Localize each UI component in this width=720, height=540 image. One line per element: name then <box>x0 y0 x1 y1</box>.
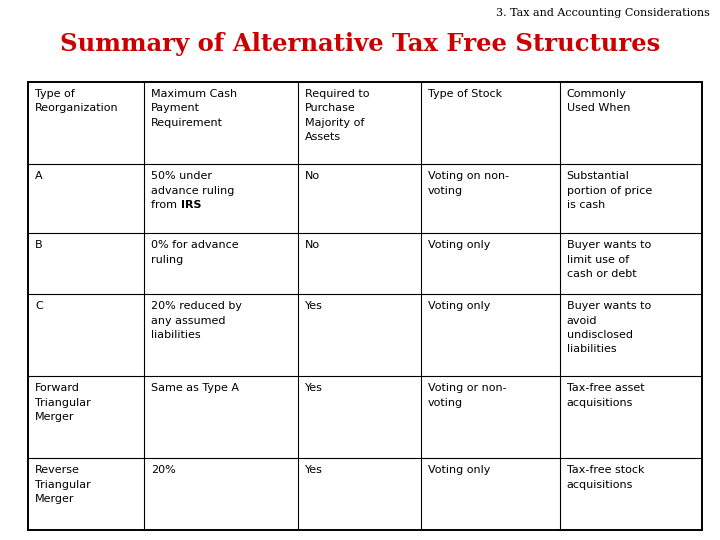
Text: acquisitions: acquisitions <box>567 480 633 490</box>
Text: Voting only: Voting only <box>428 240 490 250</box>
Text: Substantial: Substantial <box>567 171 629 181</box>
Text: Used When: Used When <box>567 104 630 113</box>
Text: C: C <box>35 301 42 311</box>
Text: Commonly: Commonly <box>567 89 626 99</box>
Text: Yes: Yes <box>305 301 323 311</box>
Text: ruling: ruling <box>151 254 184 265</box>
Text: Requirement: Requirement <box>151 118 223 128</box>
Text: 0% for advance: 0% for advance <box>151 240 239 250</box>
Text: Tax-free asset: Tax-free asset <box>567 383 644 393</box>
Text: voting: voting <box>428 186 463 195</box>
Text: limit use of: limit use of <box>567 254 629 265</box>
Text: Tax-free stock: Tax-free stock <box>567 465 644 475</box>
Text: any assumed: any assumed <box>151 315 225 326</box>
Text: IRS: IRS <box>181 200 201 210</box>
Text: Buyer wants to: Buyer wants to <box>567 240 651 250</box>
Text: Merger: Merger <box>35 412 74 422</box>
Text: undisclosed: undisclosed <box>567 330 633 340</box>
Text: Triangular: Triangular <box>35 480 91 490</box>
Text: liabilities: liabilities <box>151 330 201 340</box>
Text: avoid: avoid <box>567 315 597 326</box>
Text: portion of price: portion of price <box>567 186 652 195</box>
Text: B: B <box>35 240 42 250</box>
Text: Reorganization: Reorganization <box>35 104 119 113</box>
Text: 3. Tax and Accounting Considerations: 3. Tax and Accounting Considerations <box>496 8 710 18</box>
Text: Required to: Required to <box>305 89 369 99</box>
Text: Reverse: Reverse <box>35 465 80 475</box>
Text: Yes: Yes <box>305 465 323 475</box>
Text: Voting only: Voting only <box>428 301 490 311</box>
Text: advance ruling: advance ruling <box>151 186 235 195</box>
Text: No: No <box>305 171 320 181</box>
Text: Majority of: Majority of <box>305 118 364 128</box>
Text: 20% reduced by: 20% reduced by <box>151 301 242 311</box>
Text: Yes: Yes <box>305 383 323 393</box>
Text: 20%: 20% <box>151 465 176 475</box>
Text: Voting on non-: Voting on non- <box>428 171 509 181</box>
Text: voting: voting <box>428 397 463 408</box>
Text: Summary of Alternative Tax Free Structures: Summary of Alternative Tax Free Structur… <box>60 32 660 56</box>
Text: Triangular: Triangular <box>35 397 91 408</box>
Text: Maximum Cash: Maximum Cash <box>151 89 237 99</box>
Text: 50% under: 50% under <box>151 171 212 181</box>
Text: Buyer wants to: Buyer wants to <box>567 301 651 311</box>
Text: Type of Stock: Type of Stock <box>428 89 503 99</box>
Text: Voting only: Voting only <box>428 465 490 475</box>
Text: liabilities: liabilities <box>567 345 616 354</box>
Text: cash or debt: cash or debt <box>567 269 636 279</box>
Text: Same as Type A: Same as Type A <box>151 383 239 393</box>
Text: is cash: is cash <box>567 200 605 210</box>
Text: Purchase: Purchase <box>305 104 356 113</box>
Text: Merger: Merger <box>35 494 74 504</box>
Text: Assets: Assets <box>305 132 341 143</box>
Text: A: A <box>35 171 42 181</box>
Text: No: No <box>305 240 320 250</box>
Text: Voting or non-: Voting or non- <box>428 383 507 393</box>
Text: Forward: Forward <box>35 383 80 393</box>
Text: from: from <box>151 200 181 210</box>
Text: Type of: Type of <box>35 89 75 99</box>
Text: acquisitions: acquisitions <box>567 397 633 408</box>
Text: Payment: Payment <box>151 104 200 113</box>
